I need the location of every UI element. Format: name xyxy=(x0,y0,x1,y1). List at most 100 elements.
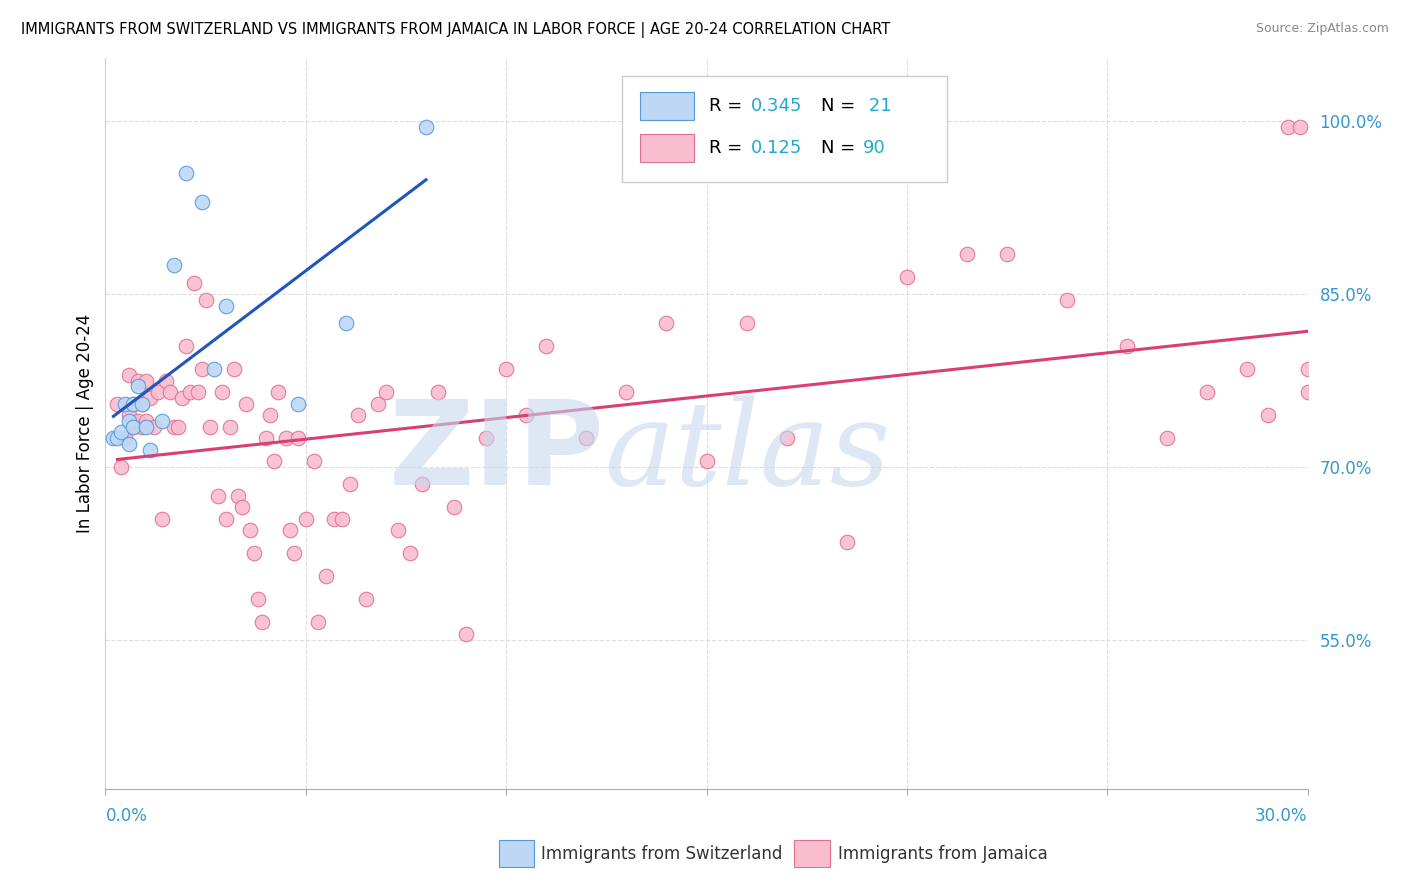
Text: ZIP: ZIP xyxy=(388,395,605,510)
Point xyxy=(174,339,197,353)
Point xyxy=(135,419,157,434)
FancyBboxPatch shape xyxy=(640,134,695,161)
Point xyxy=(114,431,136,445)
Point xyxy=(515,408,537,422)
Point xyxy=(1277,120,1299,134)
Point xyxy=(242,546,264,560)
Point xyxy=(307,615,329,630)
Point xyxy=(135,374,157,388)
Point xyxy=(354,592,377,607)
Point xyxy=(1288,120,1310,134)
Point xyxy=(616,384,638,399)
Point xyxy=(995,247,1018,261)
Point xyxy=(235,396,257,410)
Point xyxy=(246,592,269,607)
Point xyxy=(118,414,141,428)
Point xyxy=(347,408,370,422)
Point xyxy=(118,437,141,451)
FancyBboxPatch shape xyxy=(640,93,695,120)
Point xyxy=(138,442,160,457)
Y-axis label: In Labor Force | Age 20-24: In Labor Force | Age 20-24 xyxy=(76,314,94,533)
Point xyxy=(399,546,422,560)
Point xyxy=(179,384,201,399)
Point xyxy=(211,384,233,399)
Point xyxy=(454,627,477,641)
Point xyxy=(475,431,498,445)
Point xyxy=(142,419,165,434)
Point xyxy=(135,414,157,428)
Point xyxy=(131,396,153,410)
Point xyxy=(1116,339,1139,353)
Point xyxy=(207,489,229,503)
Point xyxy=(122,396,145,410)
Point xyxy=(110,459,132,474)
Point xyxy=(166,419,188,434)
Point xyxy=(1296,362,1319,376)
Point xyxy=(198,419,221,434)
Point xyxy=(239,523,262,537)
Point xyxy=(1296,384,1319,399)
Point xyxy=(214,512,236,526)
Point xyxy=(222,362,245,376)
Point xyxy=(202,362,225,376)
Text: IMMIGRANTS FROM SWITZERLAND VS IMMIGRANTS FROM JAMAICA IN LABOR FORCE | AGE 20-2: IMMIGRANTS FROM SWITZERLAND VS IMMIGRANT… xyxy=(21,22,890,38)
Point xyxy=(534,339,557,353)
Point xyxy=(214,299,236,313)
Point xyxy=(226,489,249,503)
Point xyxy=(127,414,149,428)
Point xyxy=(415,120,437,134)
Point xyxy=(278,523,301,537)
Text: R =: R = xyxy=(709,139,748,157)
Point xyxy=(956,247,979,261)
Point xyxy=(335,316,357,330)
Point xyxy=(162,258,184,272)
Point xyxy=(896,269,918,284)
Point xyxy=(138,391,160,405)
Point xyxy=(283,546,305,560)
Point xyxy=(159,384,181,399)
Point xyxy=(655,316,678,330)
Point xyxy=(1236,362,1258,376)
Point xyxy=(1197,384,1219,399)
Text: 30.0%: 30.0% xyxy=(1256,807,1308,825)
Point xyxy=(254,431,277,445)
Point xyxy=(170,391,193,405)
Text: Source: ZipAtlas.com: Source: ZipAtlas.com xyxy=(1256,22,1389,36)
Point xyxy=(387,523,409,537)
Point xyxy=(443,500,465,515)
FancyBboxPatch shape xyxy=(623,77,948,182)
Text: Immigrants from Jamaica: Immigrants from Jamaica xyxy=(838,845,1047,863)
Point xyxy=(835,534,858,549)
Point xyxy=(150,414,173,428)
Point xyxy=(330,512,353,526)
Point xyxy=(1056,293,1078,307)
Point xyxy=(150,512,173,526)
Point xyxy=(274,431,297,445)
Point xyxy=(322,512,344,526)
Point xyxy=(103,431,125,445)
Point xyxy=(315,569,337,583)
Point xyxy=(127,379,149,393)
Point xyxy=(131,396,153,410)
Point xyxy=(287,431,309,445)
Point xyxy=(187,384,209,399)
Text: N =: N = xyxy=(821,139,860,157)
Point xyxy=(339,477,361,491)
Point xyxy=(575,431,598,445)
Point xyxy=(122,396,145,410)
Point xyxy=(183,276,205,290)
Point xyxy=(427,384,450,399)
Point xyxy=(218,419,240,434)
Point xyxy=(162,419,184,434)
Point xyxy=(367,396,389,410)
Point xyxy=(287,396,309,410)
Point xyxy=(110,425,132,440)
Point xyxy=(263,454,285,468)
Point xyxy=(146,384,169,399)
Point xyxy=(114,396,136,410)
Point xyxy=(267,384,290,399)
Point xyxy=(302,454,325,468)
Text: 21: 21 xyxy=(863,97,891,115)
Point xyxy=(107,396,129,410)
Point xyxy=(696,454,718,468)
